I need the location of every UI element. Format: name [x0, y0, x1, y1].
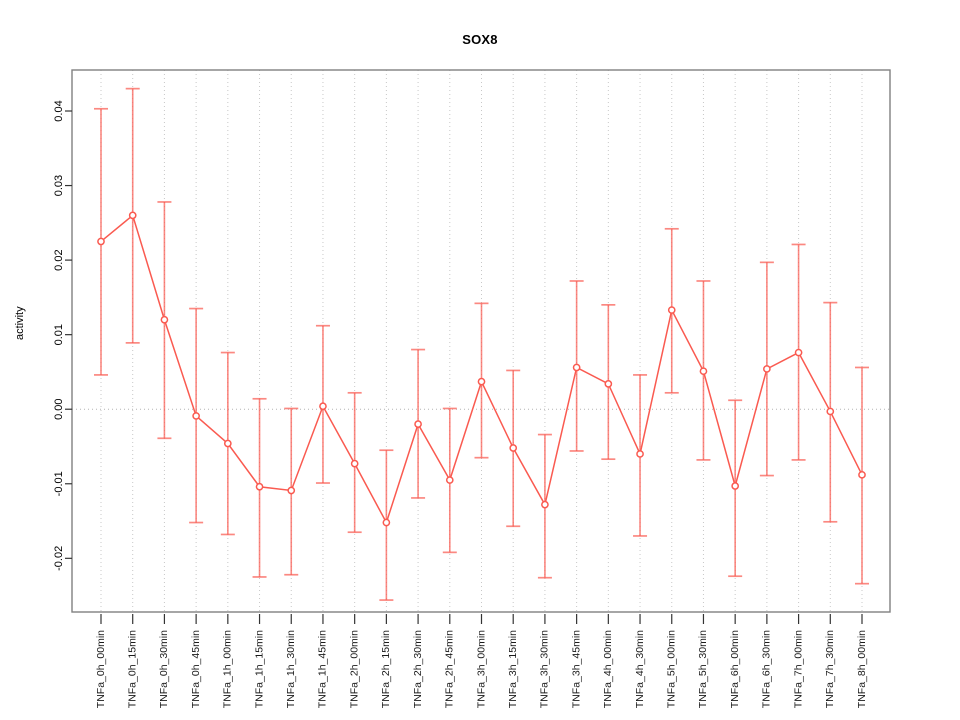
x-axis-tick-label: TNFa_1h_30min [285, 630, 297, 708]
x-axis-tick-label: TNFa_5h_30min [697, 630, 709, 708]
x-axis: TNFa_0h_00min TNFa_0h_15min TNFa_0h_30min T… [95, 614, 868, 708]
data-point-marker [763, 365, 771, 373]
x-axis-tick-label: TNFa_3h_45min [570, 630, 582, 708]
x-axis-tick-label: TNFa_0h_45min [190, 630, 202, 708]
data-point-marker [319, 402, 327, 411]
x-axis-tick-label: TNFa_5h_00min [666, 630, 678, 708]
data-point-marker [477, 377, 486, 386]
x-axis-tick-label: TNFa_3h_30min [539, 630, 551, 708]
data-point-marker [97, 237, 105, 246]
data-point-marker [223, 439, 232, 448]
x-axis-tick-label: TNFa_0h_00min [95, 630, 107, 708]
x-axis-tick-label: TNFa_2h_15min [380, 630, 392, 708]
x-axis-tick-label: TNFa_1h_45min [317, 630, 329, 708]
x-axis-tick-label: TNFa_7h_00min [792, 630, 804, 708]
y-axis-tick-label: 0.01 [53, 324, 65, 345]
plot-border [71, 69, 891, 613]
x-axis-tick-label: TNFa_0h_15min [126, 630, 138, 708]
data-point-marker [255, 482, 264, 491]
x-axis-tick-label: TNFa_8h_00min [856, 630, 868, 708]
x-axis-tick-label: TNFa_4h_00min [602, 630, 614, 708]
x-axis-tick-label: TNFa_1h_00min [222, 630, 234, 708]
data-point-marker [667, 306, 676, 314]
y-axis: -0.02 -0.01 0.00 0.01 0.02 0.03 0.04 [53, 100, 72, 571]
x-axis-tick-label: TNFa_6h_30min [761, 630, 773, 708]
data-point-marker [541, 500, 549, 509]
y-axis-tick-label: 0.03 [53, 175, 65, 196]
data-point-marker [826, 407, 835, 416]
data-point-marker [699, 367, 708, 376]
x-axis-tick-label: TNFa_2h_30min [412, 630, 424, 708]
data-point-marker [509, 444, 518, 452]
data-point-marker [128, 211, 137, 220]
data-point-marker [414, 420, 422, 428]
plot-frame [71, 69, 891, 613]
y-axis-tick-label: 0.02 [53, 249, 65, 270]
data-point-marker [160, 315, 169, 324]
x-axis-tick-label: TNFa_2h_45min [444, 630, 456, 708]
y-axis-tick-label: 0.00 [53, 399, 65, 420]
data-point-marker [604, 380, 613, 388]
x-axis-tick-label: TNFa_6h_00min [729, 630, 741, 708]
x-axis-tick-label: TNFa_1h_15min [253, 630, 265, 708]
data-point-marker [731, 482, 740, 490]
data-point-marker [287, 486, 296, 495]
data-point-marker [350, 459, 359, 468]
data-point-marker [445, 476, 454, 484]
data-point-marker [192, 412, 200, 420]
data-point-marker [858, 470, 866, 479]
x-axis-tick-label: TNFa_3h_15min [507, 630, 519, 708]
x-axis-tick-label: TNFa_3h_00min [475, 630, 487, 708]
y-axis-tick-label: -0.02 [53, 546, 65, 571]
data-point-marker [382, 518, 391, 527]
y-axis-tick-label: -0.01 [53, 471, 65, 496]
data-point-marker [794, 348, 803, 357]
data-series [94, 87, 869, 601]
x-axis-tick-label: TNFa_2h_00min [348, 630, 360, 708]
data-point-marker [572, 363, 581, 372]
x-axis-tick-label: TNFa_0h_30min [158, 630, 170, 708]
data-point-marker [636, 450, 644, 458]
y-axis-tick-label: 0.04 [53, 100, 65, 121]
x-axis-tick-label: TNFa_4h_30min [634, 630, 646, 708]
chart-title: SOX8 [462, 32, 498, 47]
x-axis-tick-label: TNFa_7h_30min [824, 630, 836, 708]
